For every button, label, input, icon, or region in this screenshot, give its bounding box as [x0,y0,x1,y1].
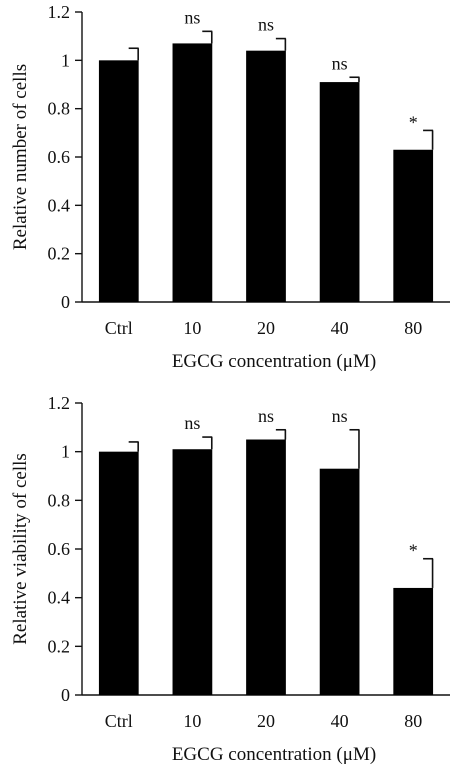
y-axis-title: Relative viability of cells [10,453,31,645]
bar [246,439,286,695]
y-tick-label: 1.2 [48,2,71,22]
x-tick-label: 80 [404,318,422,338]
y-tick-label: 0.8 [48,99,71,119]
bar [246,50,286,302]
y-tick-label: 1 [61,442,70,462]
bar [98,451,139,695]
bar [172,43,213,303]
bar [393,587,434,695]
significance-label: ns [332,53,348,73]
x-tick-label: 40 [331,711,349,731]
significance-label: ns [258,406,274,426]
bar [98,60,139,303]
y-tick-label: 0 [61,292,70,312]
y-tick-label: 0 [61,685,70,705]
bar [172,449,213,695]
significance-label: * [409,541,418,561]
x-axis-title: EGCG concentration (μM) [172,351,376,372]
y-tick-label: 0.4 [48,195,71,215]
bar [319,468,360,695]
chart-relative-viability: 0 0.2 0.4 0.6 0.8 1 1.2 Ctrl ns 10 ns 20 ns 40 * 80 EGCG… [10,393,450,765]
bar [393,149,434,302]
significance-label: ns [184,413,200,433]
y-tick-label: 0.6 [48,539,71,559]
x-tick-label: Ctrl [105,711,133,731]
y-tick-label: 0.2 [48,244,71,264]
x-tick-label: 10 [183,711,201,731]
x-tick-label: 40 [331,318,349,338]
x-tick-label: 80 [404,711,422,731]
significance-label: ns [332,406,348,426]
y-tick-label: 0.6 [48,147,71,167]
y-tick-label: 1 [61,50,70,70]
y-tick-label: 0.2 [48,636,71,656]
y-tick-label: 0.4 [48,588,71,608]
y-axis-title: Relative number of cells [10,64,31,250]
chart-relative-number: 0 0.2 0.4 0.6 0.8 1 1.2 Ctrl ns 10 ns 20 ns 40 * 80 EGCG… [10,2,450,372]
x-tick-label: Ctrl [105,318,133,338]
x-tick-label: 20 [257,711,275,731]
y-tick-label: 0.8 [48,490,71,510]
significance-label: ns [258,15,274,35]
y-tick-label: 1.2 [48,393,71,413]
significance-label: * [409,112,418,132]
x-tick-label: 10 [183,318,201,338]
significance-label: ns [184,7,200,27]
x-axis-title: EGCG concentration (μM) [172,744,376,765]
bar [319,82,360,302]
x-tick-label: 20 [257,318,275,338]
